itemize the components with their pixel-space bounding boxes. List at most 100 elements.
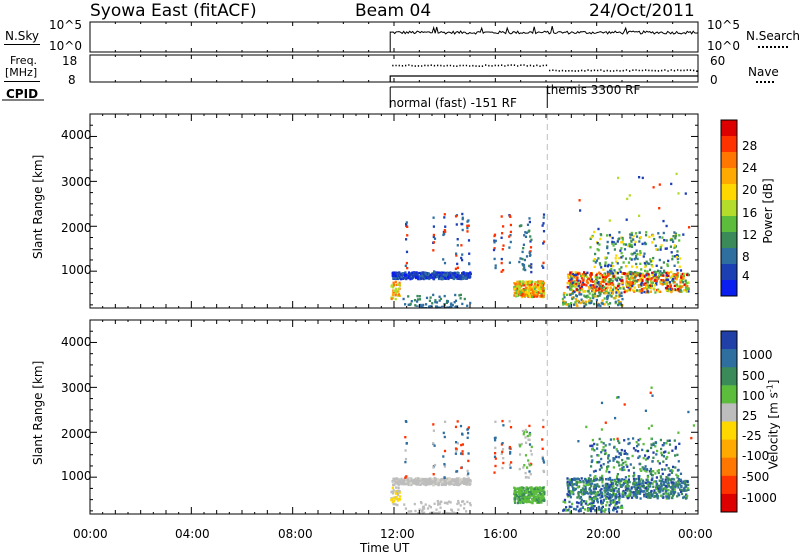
data-cell <box>429 479 432 483</box>
data-cell <box>593 505 596 508</box>
data-cell <box>590 497 594 500</box>
data-cell <box>404 507 407 510</box>
data-cell <box>590 504 593 507</box>
data-cell <box>528 490 531 494</box>
data-cell <box>628 281 631 284</box>
data-cell <box>601 280 604 283</box>
power-cbar-tick-20: 20 <box>742 183 758 197</box>
data-cell <box>629 233 632 236</box>
data-cell <box>526 223 530 226</box>
data-cell <box>528 283 531 286</box>
data-cell <box>645 493 648 496</box>
data-cell <box>590 501 593 505</box>
data-cell <box>592 470 596 473</box>
data-cell <box>540 291 543 295</box>
data-cell <box>613 500 616 503</box>
data-cell <box>543 490 546 494</box>
data-cell <box>532 499 535 502</box>
data-cell <box>635 262 638 266</box>
data-cell <box>665 476 668 479</box>
data-cell <box>653 276 656 280</box>
data-cell <box>672 493 675 496</box>
data-cell <box>587 507 590 511</box>
data-cell <box>646 457 649 460</box>
data-cell <box>404 436 407 439</box>
data-cell <box>661 489 664 492</box>
data-cell <box>635 441 638 444</box>
data-cell <box>606 489 609 492</box>
data-cell <box>639 274 642 277</box>
data-cell <box>614 271 617 274</box>
data-cell <box>644 284 648 287</box>
data-cell <box>577 510 580 513</box>
data-cell <box>494 457 497 460</box>
data-cell <box>672 289 675 292</box>
data-cell <box>441 277 444 281</box>
data-cell <box>647 286 650 289</box>
data-cell <box>429 477 432 480</box>
data-cell <box>628 194 631 197</box>
data-cell <box>411 271 414 274</box>
data-cell <box>630 252 633 256</box>
data-cell <box>604 449 607 452</box>
data-cell <box>620 247 623 250</box>
data-cell <box>416 477 419 480</box>
data-cell <box>623 439 626 442</box>
data-cell <box>424 483 427 487</box>
data-cell <box>518 290 521 293</box>
data-cell <box>588 480 591 484</box>
data-cell <box>645 234 648 237</box>
data-cell <box>461 212 464 216</box>
data-cell <box>671 477 674 481</box>
data-cell <box>580 293 583 296</box>
data-cell <box>580 274 583 277</box>
data-cell <box>669 238 672 242</box>
data-cell <box>655 271 658 274</box>
nave-tick-top: 60 <box>710 54 726 68</box>
data-cell <box>615 494 618 497</box>
data-cell <box>600 440 603 444</box>
data-cell <box>519 292 522 295</box>
data-cell <box>567 279 571 283</box>
data-cell <box>608 504 611 507</box>
data-cell <box>584 489 587 492</box>
data-cell <box>627 437 630 441</box>
data-cell <box>536 489 539 493</box>
data-cell <box>680 273 683 276</box>
data-cell <box>633 282 636 285</box>
data-cell <box>449 512 453 514</box>
data-cell <box>588 478 591 481</box>
data-cell <box>541 438 544 441</box>
data-cell <box>576 273 579 276</box>
data-cell <box>534 284 537 288</box>
data-cell <box>465 510 468 513</box>
data-cell <box>395 495 398 499</box>
data-cell <box>640 291 643 294</box>
data-cell <box>625 280 628 283</box>
data-cell <box>657 489 660 493</box>
data-cell <box>466 304 469 307</box>
data-cell <box>618 494 621 497</box>
data-cell <box>594 495 597 499</box>
data-cell <box>456 477 459 480</box>
data-cell <box>522 291 526 294</box>
data-cell <box>404 420 407 423</box>
data-cell <box>621 466 624 470</box>
data-cell <box>587 492 590 495</box>
data-cell <box>532 288 535 291</box>
data-cell <box>643 495 646 498</box>
data-cell <box>461 432 464 435</box>
data-cell <box>646 270 649 273</box>
data-cell <box>645 231 648 234</box>
data-cell <box>601 505 604 509</box>
data-cell <box>674 447 677 450</box>
data-cell <box>649 290 652 293</box>
data-cell <box>591 285 594 289</box>
data-cell <box>502 424 505 427</box>
data-cell <box>524 499 527 502</box>
data-cell <box>618 498 621 501</box>
data-cell <box>396 481 399 485</box>
data-cell <box>670 270 673 274</box>
data-cell <box>518 285 521 288</box>
data-cell <box>613 269 616 272</box>
